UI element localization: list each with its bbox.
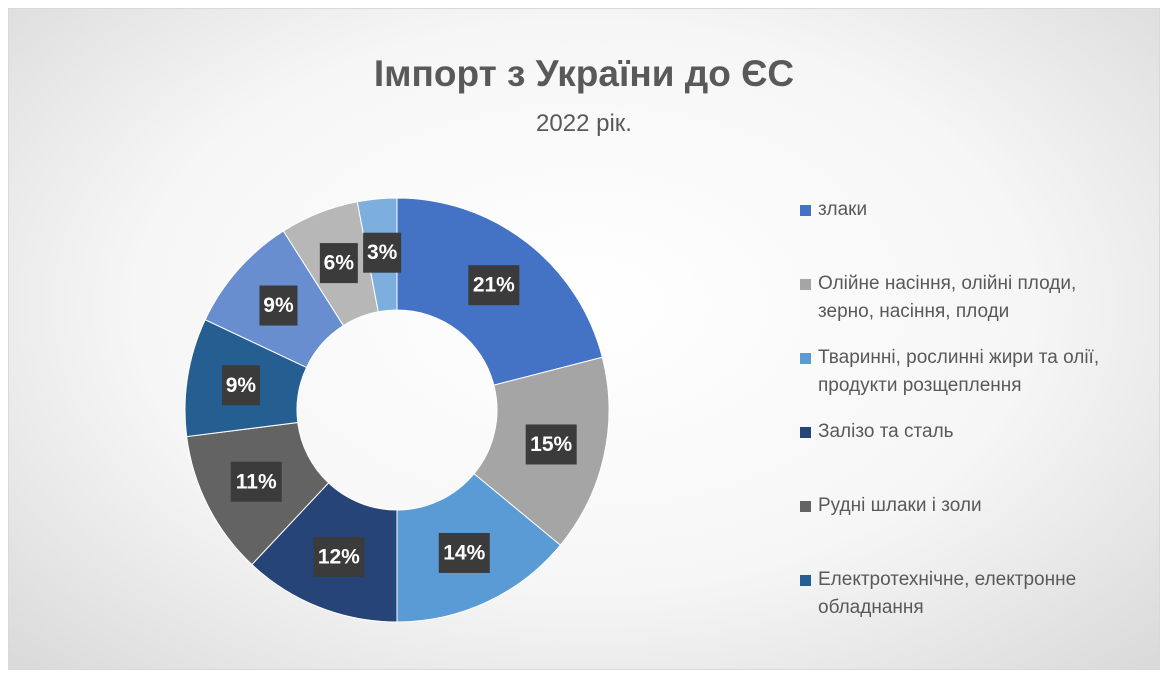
legend-label: Електротехнічне, електронне обладнання xyxy=(818,569,1077,618)
legend-swatch xyxy=(800,427,811,438)
data-label-box xyxy=(438,532,490,573)
legend-item: Олійне насіння, олійні плоди, зерно, нас… xyxy=(800,270,1135,326)
legend-label: Олійне насіння, олійні плоди, зерно, нас… xyxy=(818,273,1077,322)
legend-item: Тваринні, рослинні жири та олії, продукт… xyxy=(800,344,1135,400)
legend-swatch xyxy=(800,575,811,586)
data-label-box xyxy=(319,243,358,284)
data-label: 14% xyxy=(443,542,485,565)
chart-title: Імпорт з України до ЄС xyxy=(374,53,794,94)
data-label-box xyxy=(468,265,520,306)
data-label-box xyxy=(259,285,298,326)
legend-label: Тваринні, рослинні жири та олії, продукт… xyxy=(818,347,1100,396)
data-label-box xyxy=(313,536,365,577)
data-label: 3% xyxy=(367,241,398,264)
chart-subtitle: 2022 рік. xyxy=(536,110,632,137)
data-label-box xyxy=(221,365,260,406)
legend-item: Рудні шлаки і золи xyxy=(800,492,1135,520)
data-label-box xyxy=(363,232,402,273)
legend-swatch xyxy=(800,501,811,512)
legend-label: Залізо та сталь xyxy=(818,421,954,442)
data-label: 6% xyxy=(324,252,355,275)
legend-item: Електротехнічне, електронне обладнання xyxy=(800,566,1135,622)
legend-label: Рудні шлаки і золи xyxy=(818,495,982,516)
legend-item: злаки xyxy=(800,196,1135,224)
legend-swatch xyxy=(800,205,811,216)
data-label: 12% xyxy=(318,545,360,568)
legend-swatch xyxy=(800,279,811,290)
data-label: 11% xyxy=(236,470,277,493)
legend-item: Залізо та сталь xyxy=(800,418,1135,446)
data-label: 9% xyxy=(263,294,294,317)
data-label: 9% xyxy=(226,374,257,397)
data-label-box xyxy=(230,461,282,502)
data-label-box xyxy=(525,424,577,465)
legend-label: злаки xyxy=(818,199,868,220)
legend-swatch xyxy=(800,353,811,364)
data-label: 15% xyxy=(530,433,572,456)
data-label: 21% xyxy=(473,274,515,297)
